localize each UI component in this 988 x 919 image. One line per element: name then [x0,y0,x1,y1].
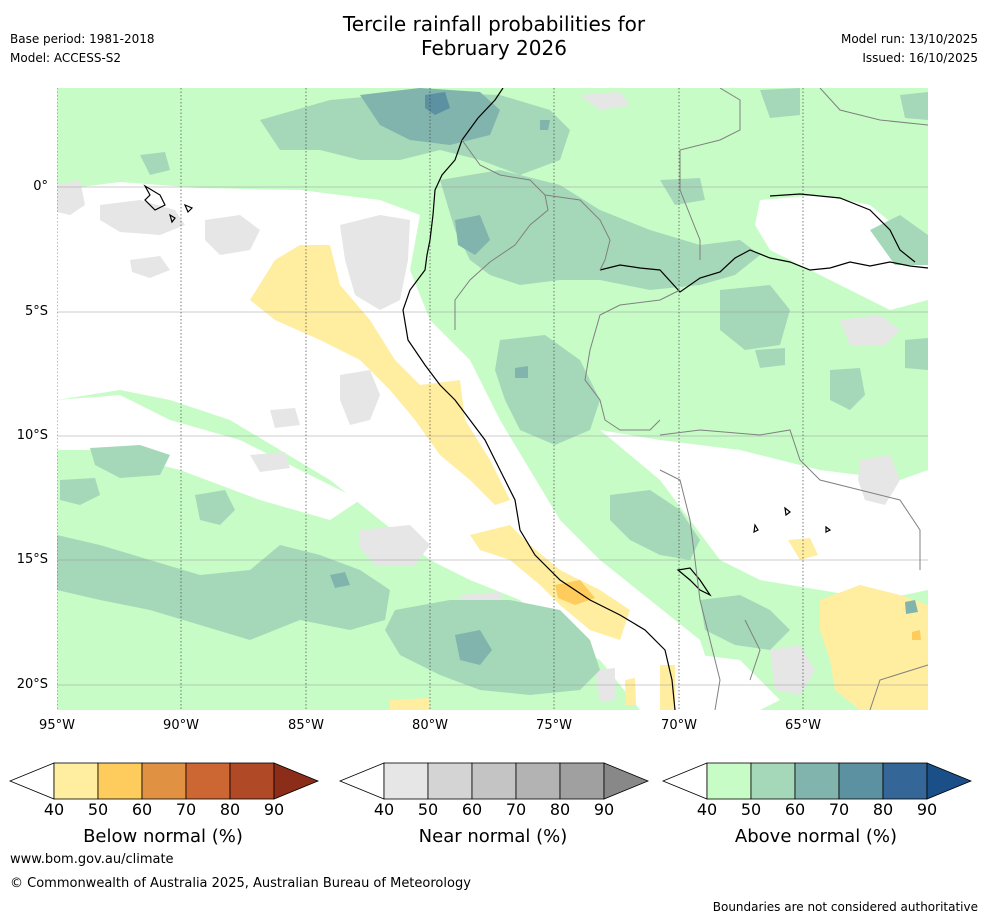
country-borders [454,88,928,710]
disclaimer-text: Boundaries are not considered authoritat… [712,900,978,914]
colorbar-tick-label: 40 [373,800,395,819]
colorbar-segment [185,762,231,800]
longitude-label: 65°W [785,718,821,733]
map-gridlines [57,88,928,710]
title-line-1: Tercile rainfall probabilities for [342,12,646,36]
longitude-label: 90°W [163,718,199,733]
colorbar-below-normal [8,762,320,800]
colorbar-tick-label: 80 [219,800,241,819]
colorbar-segment [229,762,275,800]
colorbar-segment [794,762,840,800]
colorbar-segment [53,762,99,800]
colorbar-tick-label: 90 [916,800,938,819]
colorbar-label-near: Near normal (%) [418,826,568,847]
colorbar-segment [427,762,473,800]
colorbar-tick-label: 50 [740,800,762,819]
copyright-text: © Commonwealth of Australia 2025, Austra… [10,876,471,891]
colorbar-label-above: Above normal (%) [734,826,898,847]
colorbars [8,762,973,800]
colorbar-tick-label: 40 [696,800,718,819]
above-normal-70-regions [425,92,450,115]
colorbar-max-extension [273,762,320,800]
colorbar-tick-label: 80 [872,800,894,819]
latitude-label: 15°S [16,552,48,567]
colorbar-segment [838,762,884,800]
map-title: Tercile rainfall probabilities for Febru… [0,12,988,60]
colorbar-min-extension [338,762,385,800]
colorbar-segment [471,762,517,800]
longitude-label: 95°W [39,718,75,733]
colorbar-near-normal [338,762,650,800]
longitude-label: 75°W [536,718,572,733]
colorbar-tick-label: 80 [549,800,571,819]
colorbar-tick-label: 70 [175,800,197,819]
longitude-label: 85°W [288,718,324,733]
latitude-label: 5°S [24,304,48,319]
colorbar-segment [882,762,928,800]
model-text: Model: ACCESS-S2 [10,51,122,65]
below-normal-60-regions [555,580,921,640]
website-text: www.bom.gov.au/climate [10,852,174,867]
colorbar-tick-label: 70 [505,800,527,819]
latitude-label: 20°S [16,677,48,692]
colorbar-segment [750,762,796,800]
colorbar-segment [515,762,561,800]
colorbar-tick-label: 50 [87,800,109,819]
colorbar-segment [559,762,605,800]
colorbar-segment [141,762,187,800]
near-normal-regions [57,92,900,702]
longitude-label: 80°W [412,718,448,733]
colorbar-above-normal [661,762,973,800]
colorbar-segment [383,762,429,800]
colorbar-segment [706,762,752,800]
colorbar-tick-label: 60 [784,800,806,819]
colorbar-tick-label: 50 [417,800,439,819]
colorbar-tick-label: 90 [593,800,615,819]
colorbar-tick-label: 60 [461,800,483,819]
map-field [57,88,928,710]
colorbar-max-extension [603,762,650,800]
below-normal-regions [250,245,928,710]
longitude-label: 70°W [661,718,697,733]
base-period-text: Base period: 1981-2018 [10,32,155,46]
colorbar-label-below: Below normal (%) [83,826,243,847]
colorbar-min-extension [661,762,708,800]
colorbar-tick-label: 90 [263,800,285,819]
colorbar-min-extension [8,762,55,800]
colorbar-tick-label: 40 [43,800,65,819]
coastline [143,88,928,710]
model-run-text: Model run: 13/10/2025 [840,32,978,46]
colorbar-segment [97,762,143,800]
latitude-label: 0° [33,179,48,194]
title-line-2: February 2026 [421,36,567,60]
latitude-label: 10°S [16,428,48,443]
colorbar-tick-label: 60 [131,800,153,819]
colorbar-max-extension [926,762,973,800]
issued-text: Issued: 16/10/2025 [862,51,978,65]
colorbar-tick-label: 70 [828,800,850,819]
